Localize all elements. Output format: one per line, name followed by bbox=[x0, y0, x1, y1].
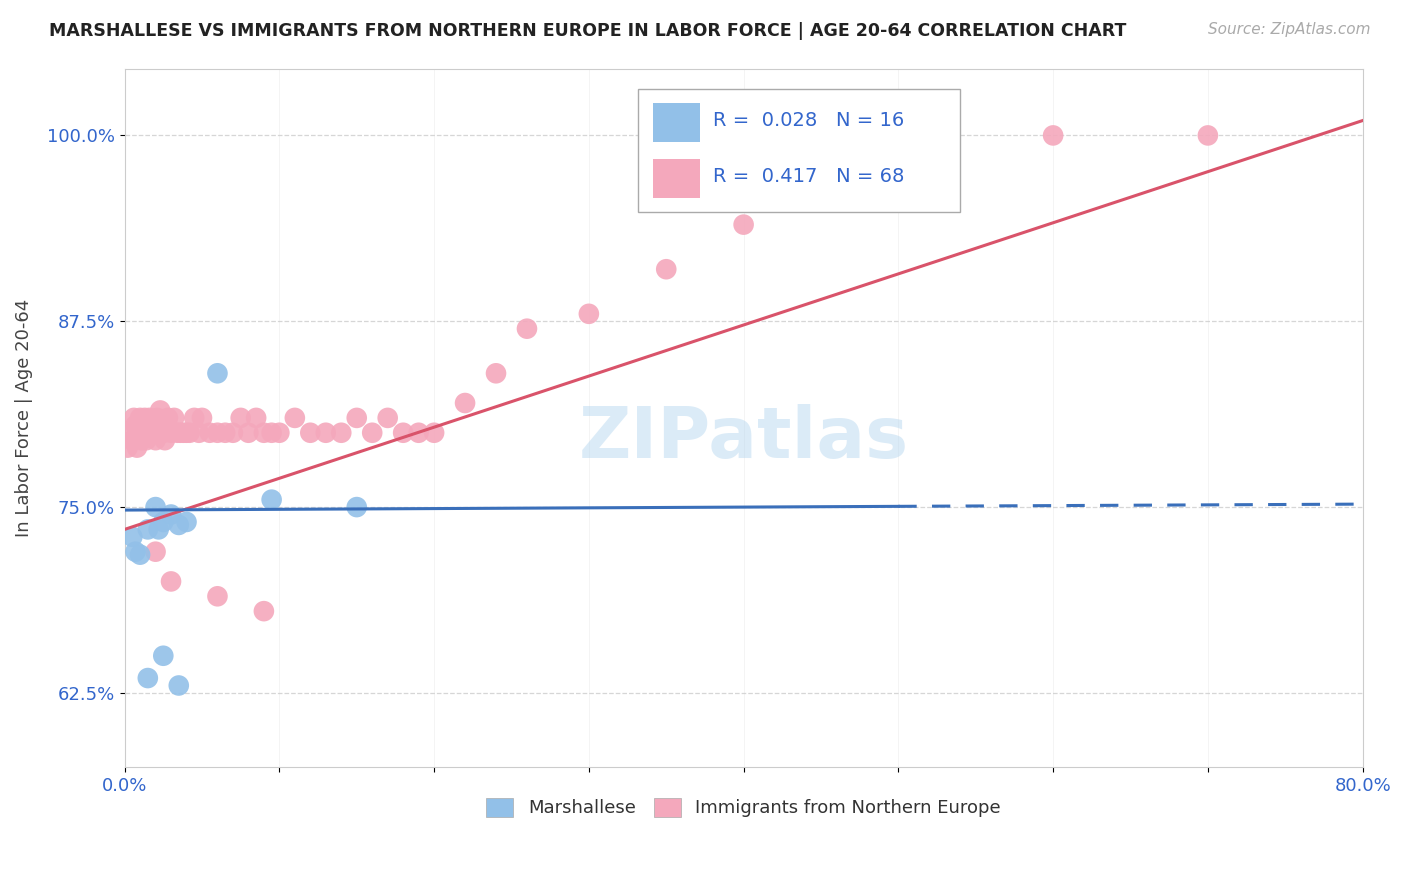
Point bbox=[207, 366, 229, 380]
Point bbox=[149, 403, 172, 417]
Point bbox=[145, 544, 167, 558]
Point bbox=[392, 425, 415, 440]
Point bbox=[125, 441, 148, 455]
Point bbox=[330, 425, 353, 440]
Point bbox=[166, 425, 188, 440]
Point bbox=[238, 425, 260, 440]
Point bbox=[128, 425, 150, 440]
Point bbox=[145, 500, 167, 514]
Point bbox=[214, 425, 236, 440]
Point bbox=[207, 425, 229, 440]
Point bbox=[143, 418, 166, 433]
Point bbox=[136, 425, 159, 440]
Point bbox=[207, 589, 229, 603]
Point bbox=[245, 410, 267, 425]
Point bbox=[167, 678, 190, 692]
Point bbox=[117, 441, 139, 455]
Legend: Marshallese, Immigrants from Northern Europe: Marshallese, Immigrants from Northern Eu… bbox=[479, 791, 1008, 824]
Point bbox=[299, 425, 322, 440]
Point bbox=[361, 425, 384, 440]
Point bbox=[176, 425, 198, 440]
FancyBboxPatch shape bbox=[654, 103, 700, 142]
Point bbox=[118, 425, 141, 440]
Point bbox=[454, 396, 477, 410]
Point bbox=[148, 522, 170, 536]
Point bbox=[152, 648, 174, 663]
Point bbox=[156, 410, 179, 425]
Text: R =  0.417   N = 68: R = 0.417 N = 68 bbox=[713, 168, 904, 186]
Text: Source: ZipAtlas.com: Source: ZipAtlas.com bbox=[1208, 22, 1371, 37]
Point bbox=[346, 500, 368, 514]
Point bbox=[135, 433, 157, 447]
Point bbox=[138, 410, 160, 425]
Point bbox=[176, 515, 198, 529]
Point bbox=[253, 604, 276, 618]
Point bbox=[136, 522, 159, 536]
Point bbox=[139, 425, 162, 440]
Point bbox=[145, 433, 167, 447]
Point bbox=[179, 425, 201, 440]
Point bbox=[146, 410, 169, 425]
Point bbox=[152, 515, 174, 529]
Point bbox=[121, 530, 143, 544]
Point bbox=[408, 425, 430, 440]
FancyBboxPatch shape bbox=[638, 89, 960, 211]
Point bbox=[485, 366, 508, 380]
Point bbox=[122, 410, 145, 425]
Point bbox=[136, 671, 159, 685]
Point bbox=[129, 410, 152, 425]
Point bbox=[121, 433, 143, 447]
Point bbox=[191, 410, 214, 425]
Y-axis label: In Labor Force | Age 20-64: In Labor Force | Age 20-64 bbox=[15, 299, 32, 537]
Point bbox=[160, 425, 183, 440]
Point bbox=[183, 410, 205, 425]
Point bbox=[129, 548, 152, 562]
Point bbox=[132, 425, 155, 440]
Point bbox=[315, 425, 337, 440]
Point bbox=[172, 425, 194, 440]
Point bbox=[1042, 128, 1064, 143]
Point bbox=[150, 425, 173, 440]
Point bbox=[152, 425, 174, 440]
Point bbox=[1197, 128, 1219, 143]
Point bbox=[284, 410, 307, 425]
Text: ZIPatlas: ZIPatlas bbox=[578, 404, 908, 474]
Point bbox=[160, 508, 183, 522]
Point bbox=[141, 425, 163, 440]
Point bbox=[346, 410, 368, 425]
Point bbox=[160, 574, 183, 589]
Point bbox=[169, 425, 191, 440]
Point bbox=[516, 321, 538, 335]
Point bbox=[124, 544, 146, 558]
FancyBboxPatch shape bbox=[654, 160, 700, 198]
Point bbox=[423, 425, 446, 440]
Point bbox=[134, 410, 156, 425]
Point bbox=[733, 218, 755, 232]
Point bbox=[253, 425, 276, 440]
Point bbox=[229, 410, 252, 425]
Point bbox=[153, 433, 176, 447]
Point bbox=[578, 307, 600, 321]
Point bbox=[260, 492, 283, 507]
Point bbox=[131, 433, 153, 447]
Point bbox=[269, 425, 291, 440]
Point bbox=[187, 425, 209, 440]
Point bbox=[198, 425, 221, 440]
Text: R =  0.028   N = 16: R = 0.028 N = 16 bbox=[713, 112, 904, 130]
Point bbox=[124, 418, 146, 433]
Point bbox=[148, 425, 170, 440]
Point bbox=[163, 410, 186, 425]
Text: MARSHALLESE VS IMMIGRANTS FROM NORTHERN EUROPE IN LABOR FORCE | AGE 20-64 CORREL: MARSHALLESE VS IMMIGRANTS FROM NORTHERN … bbox=[49, 22, 1126, 40]
Point bbox=[377, 410, 399, 425]
Point bbox=[887, 158, 910, 172]
Point bbox=[167, 517, 190, 532]
Point bbox=[655, 262, 678, 277]
Point bbox=[222, 425, 245, 440]
Point bbox=[260, 425, 283, 440]
